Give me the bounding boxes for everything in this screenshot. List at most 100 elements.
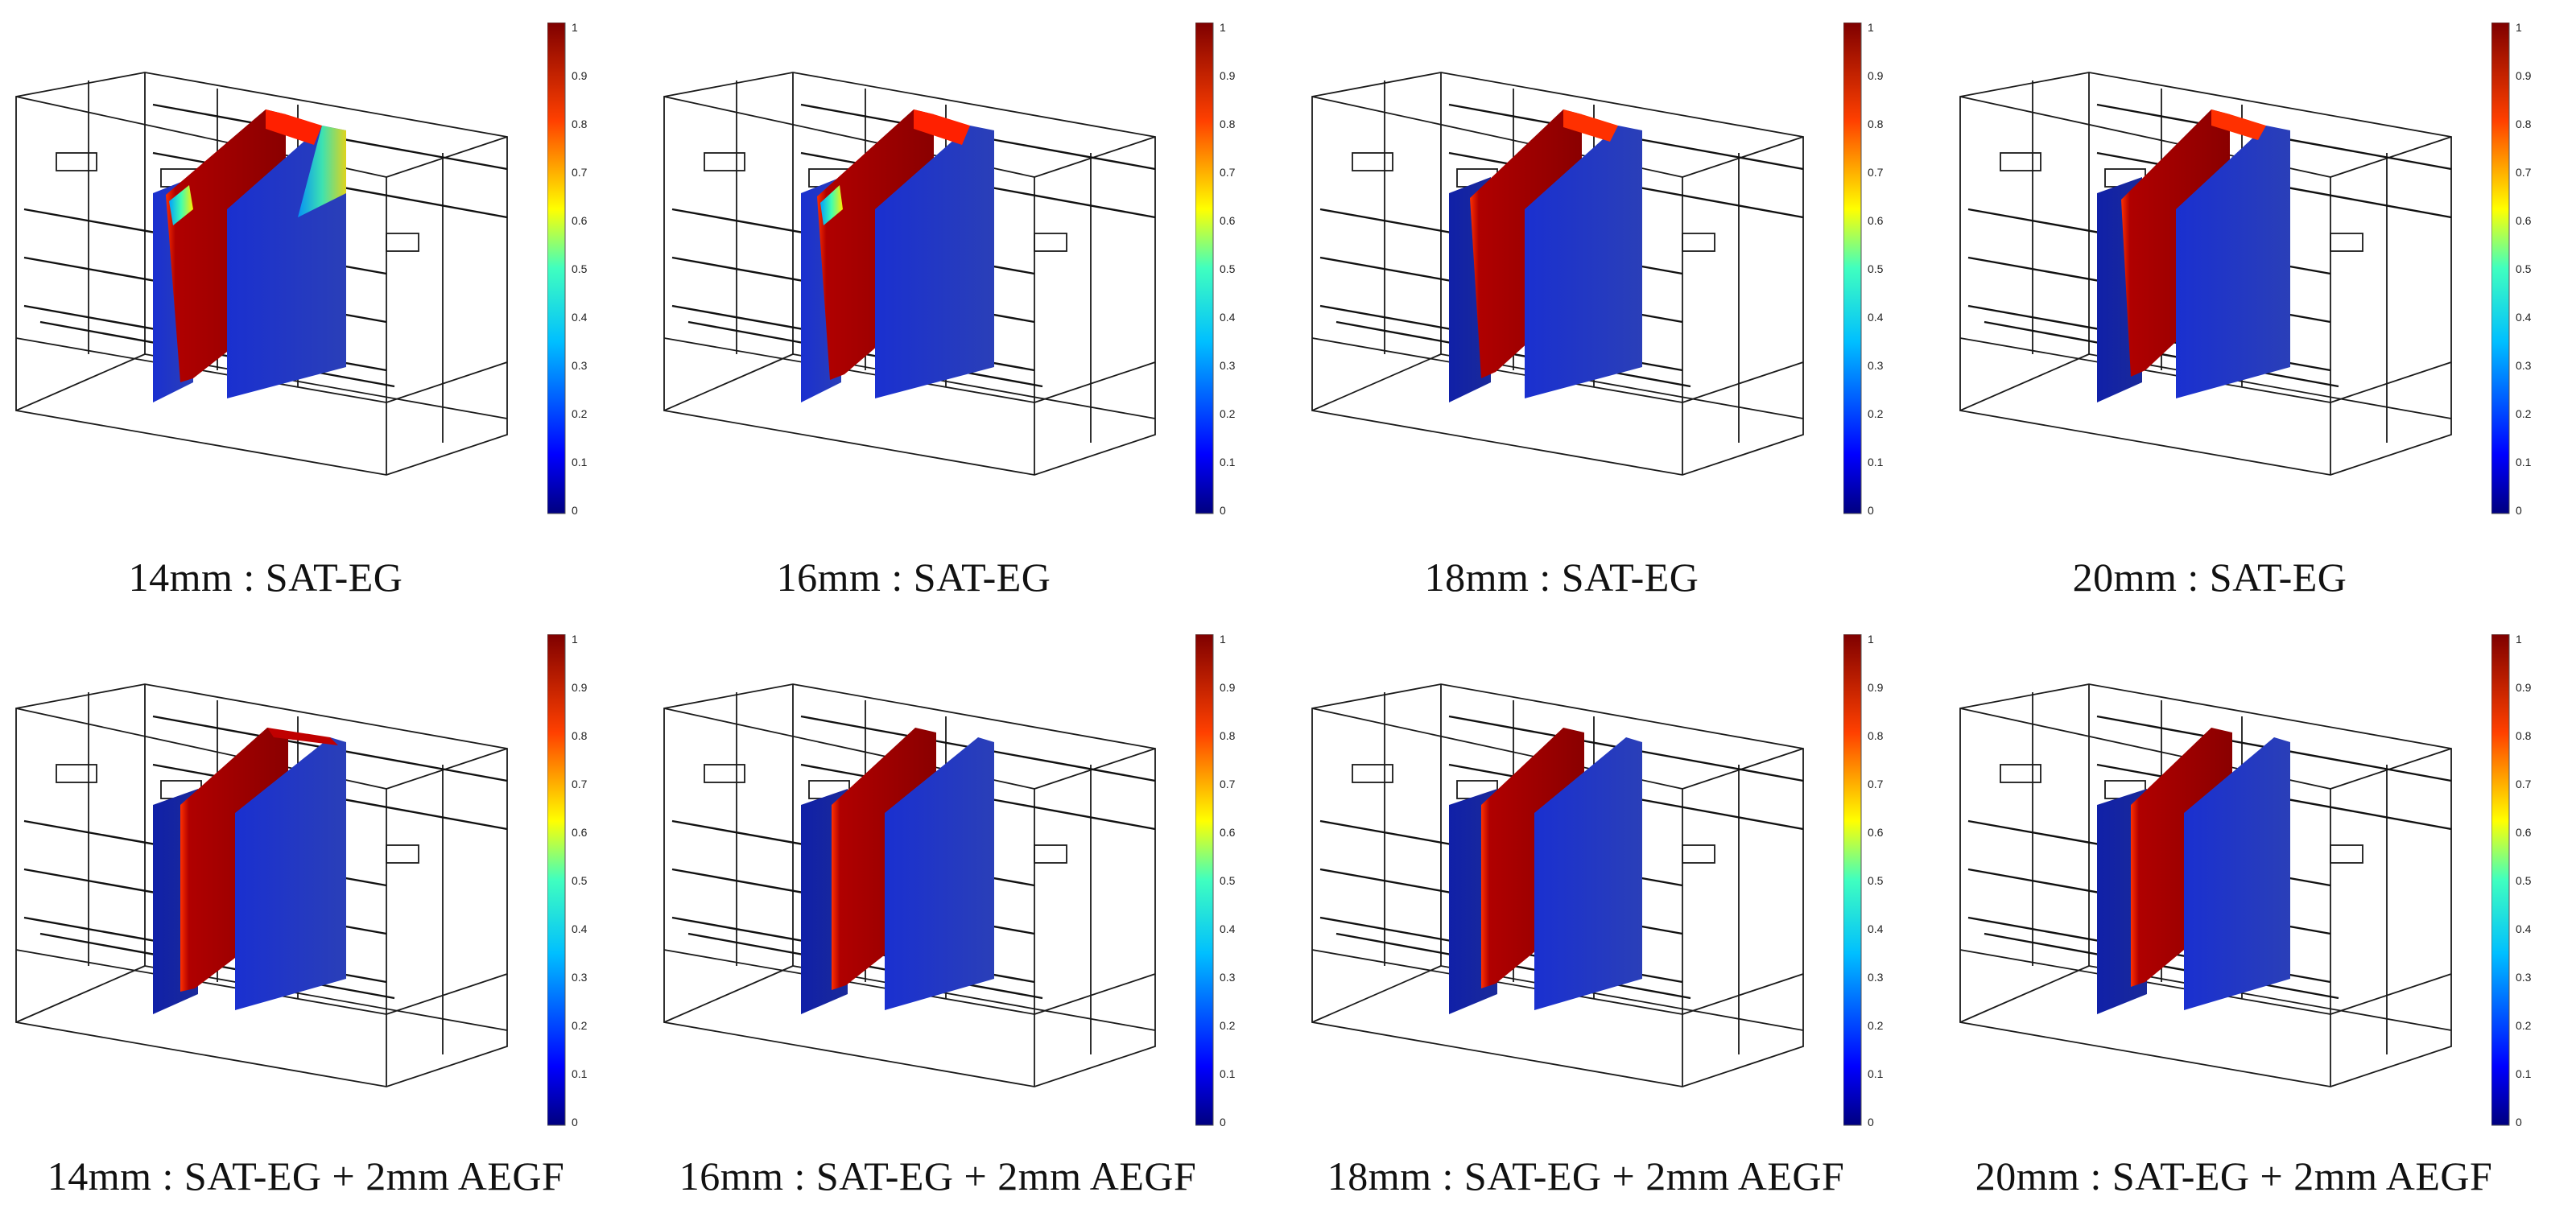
colorbar-tick-label: 0.4 <box>1220 311 1236 324</box>
panel-row1-20mm: 1 0.9 0.8 0.7 0.6 0.5 0.4 0.3 0.2 0.1 0 20mm : SAT… <box>1944 0 2556 604</box>
colorbar-tick-label: 0.5 <box>2516 262 2532 275</box>
colorbar-tick-label: 0.7 <box>1220 166 1236 179</box>
colorbar-tick-label: 0.7 <box>2516 778 2532 790</box>
colorbar-tick-label: 0.7 <box>1868 778 1884 790</box>
colorbar-tick-label: 0.1 <box>1868 456 1884 468</box>
colorbar-tick-label: 1 <box>1220 23 1226 34</box>
colorbar-tick-label: 0.5 <box>2516 874 2532 887</box>
colorbar-tick-label: 0.4 <box>572 311 588 324</box>
panel-caption: 16mm : SAT-EG <box>776 555 1051 600</box>
panel-row2-14mm: 1 0.9 0.8 0.7 0.6 0.5 0.4 0.3 0.2 0.1 0 14mm : SAT… <box>0 612 612 1209</box>
panel-caption: 18mm : SAT-EG + 2mm AEGF <box>1327 1153 1845 1199</box>
colorbar-tick-label: 0.5 <box>1220 874 1236 887</box>
simulation-render <box>1959 683 2452 1087</box>
panel-row1-14mm: 1 0.9 0.8 0.7 0.6 0.5 0.4 0.3 0.2 0.1 0 14mm : SAT… <box>0 0 612 604</box>
panel-caption: 14mm : SAT-EG <box>128 555 403 600</box>
colorbar-tick-label: 1 <box>1868 634 1874 646</box>
colorbar-tick-label: 0.8 <box>1868 118 1884 130</box>
colorbar-tick-label: 0.8 <box>2516 729 2532 742</box>
colorbar-tick-label: 1 <box>2516 634 2522 646</box>
colorbar-tick-label: 0.3 <box>1220 971 1236 984</box>
colorbar-tick-label: 0 <box>2516 1116 2522 1129</box>
colorbar-tick-label: 0.1 <box>2516 456 2532 468</box>
colorbar-tick-label: 0 <box>2516 504 2522 517</box>
colorbar: 1 0.9 0.8 0.7 0.6 0.5 0.4 0.3 0.2 0.1 0 <box>1843 23 1884 517</box>
colorbar-tick-label: 0.4 <box>2516 922 2532 935</box>
colorbar-tick-label: 0.9 <box>572 69 588 82</box>
panel-caption: 20mm : SAT-EG + 2mm AEGF <box>1975 1153 2493 1199</box>
colorbar-tick-label: 0 <box>1868 504 1874 517</box>
colorbar-tick-label: 0.9 <box>2516 681 2532 694</box>
colorbar: 1 0.9 0.8 0.7 0.6 0.5 0.4 0.3 0.2 0.1 0 <box>2491 23 2532 517</box>
colorbar: 1 0.9 0.8 0.7 0.6 0.5 0.4 0.3 0.2 0.1 0 <box>547 634 588 1129</box>
colorbar-tick-label: 0.5 <box>572 874 588 887</box>
colorbar-tick-label: 0 <box>1220 1116 1226 1129</box>
colorbar-tick-label: 0.4 <box>1220 922 1236 935</box>
colorbar-tick-label: 0.4 <box>1868 311 1884 324</box>
colorbar-tick-label: 0.9 <box>572 681 588 694</box>
colorbar: 1 0.9 0.8 0.7 0.6 0.5 0.4 0.3 0.2 0.1 0 <box>547 23 588 517</box>
colorbar-tick-label: 0.7 <box>2516 166 2532 179</box>
colorbar-tick-label: 0.4 <box>1868 922 1884 935</box>
colorbar-tick-label: 1 <box>2516 23 2522 34</box>
colorbar-tick-label: 0.3 <box>1220 359 1236 372</box>
colorbar-tick-label: 0.8 <box>1220 118 1236 130</box>
colorbar-tick-label: 0.3 <box>1868 971 1884 984</box>
simulation-render <box>1959 72 2452 476</box>
colorbar-tick-label: 0.9 <box>2516 69 2532 82</box>
colorbar-tick-label: 0 <box>572 1116 578 1129</box>
colorbar: 1 0.9 0.8 0.7 0.6 0.5 0.4 0.3 0.2 0.1 0 <box>1195 634 1236 1129</box>
panel-row1-18mm: 1 0.9 0.8 0.7 0.6 0.5 0.4 0.3 0.2 0.1 0 18mm : SAT… <box>1296 0 1908 604</box>
colorbar-tick-label: 0.5 <box>572 262 588 275</box>
panel-row1-16mm: 1 0.9 0.8 0.7 0.6 0.5 0.4 0.3 0.2 0.1 0 16mm : SAT… <box>648 0 1260 604</box>
colorbar-tick-label: 0.7 <box>1220 778 1236 790</box>
colorbar-tick-label: 0.8 <box>1868 729 1884 742</box>
colorbar-tick-label: 0.1 <box>1868 1067 1884 1080</box>
panel-caption: 18mm : SAT-EG <box>1424 555 1699 600</box>
simulation-render <box>1311 683 1804 1087</box>
panel-caption: 16mm : SAT-EG + 2mm AEGF <box>679 1153 1197 1199</box>
colorbar-tick-label: 0.3 <box>572 971 588 984</box>
panel-caption: 14mm : SAT-EG + 2mm AEGF <box>47 1153 565 1199</box>
colorbar-tick-label: 0.8 <box>572 118 588 130</box>
colorbar-tick-label: 0.7 <box>572 778 588 790</box>
colorbar-tick-label: 0.6 <box>572 214 588 227</box>
colorbar-tick-label: 0.3 <box>2516 971 2532 984</box>
colorbar-tick-label: 0.2 <box>1868 1019 1884 1032</box>
colorbar-tick-label: 0.6 <box>1868 826 1884 839</box>
simulation-render <box>663 72 1156 476</box>
colorbar-tick-label: 0.3 <box>572 359 588 372</box>
colorbar-tick-label: 0.9 <box>1868 69 1884 82</box>
panel-row2-20mm: 1 0.9 0.8 0.7 0.6 0.5 0.4 0.3 0.2 0.1 0 20mm : SAT… <box>1944 612 2556 1209</box>
colorbar-tick-label: 0.1 <box>1220 1067 1236 1080</box>
colorbar-tick-label: 0.6 <box>1220 214 1236 227</box>
colorbar-tick-label: 0.5 <box>1220 262 1236 275</box>
colorbar-tick-label: 0.1 <box>572 456 588 468</box>
colorbar-tick-label: 0.8 <box>572 729 588 742</box>
colorbar: 1 0.9 0.8 0.7 0.6 0.5 0.4 0.3 0.2 0.1 0 <box>1195 23 1236 517</box>
colorbar-tick-label: 0 <box>1868 1116 1874 1129</box>
panel-row2-16mm: 1 0.9 0.8 0.7 0.6 0.5 0.4 0.3 0.2 0.1 0 16mm : SAT… <box>648 612 1260 1209</box>
colorbar-tick-label: 0.2 <box>1220 1019 1236 1032</box>
colorbar-tick-label: 0.9 <box>1220 69 1236 82</box>
colorbar-tick-label: 0 <box>1220 504 1226 517</box>
colorbar-tick-label: 0.9 <box>1220 681 1236 694</box>
colorbar-tick-label: 0.6 <box>2516 826 2532 839</box>
colorbar-tick-label: 0.2 <box>572 407 588 420</box>
colorbar-tick-label: 1 <box>1868 23 1874 34</box>
simulation-render <box>15 72 508 476</box>
colorbar-tick-label: 0.4 <box>2516 311 2532 324</box>
colorbar-tick-label: 1 <box>572 23 578 34</box>
colorbar-tick-label: 0.8 <box>2516 118 2532 130</box>
colorbar-tick-label: 0.1 <box>1220 456 1236 468</box>
colorbar-tick-label: 0.3 <box>2516 359 2532 372</box>
colorbar-tick-label: 0.5 <box>1868 262 1884 275</box>
colorbar-tick-label: 0.6 <box>2516 214 2532 227</box>
colorbar-tick-label: 0.6 <box>1220 826 1236 839</box>
colorbar-tick-label: 0.8 <box>1220 729 1236 742</box>
colorbar: 1 0.9 0.8 0.7 0.6 0.5 0.4 0.3 0.2 0.1 0 <box>2491 634 2532 1129</box>
colorbar-tick-label: 0.4 <box>572 922 588 935</box>
colorbar-tick-label: 0.7 <box>1868 166 1884 179</box>
simulation-render <box>663 683 1156 1087</box>
colorbar-tick-label: 0.2 <box>572 1019 588 1032</box>
